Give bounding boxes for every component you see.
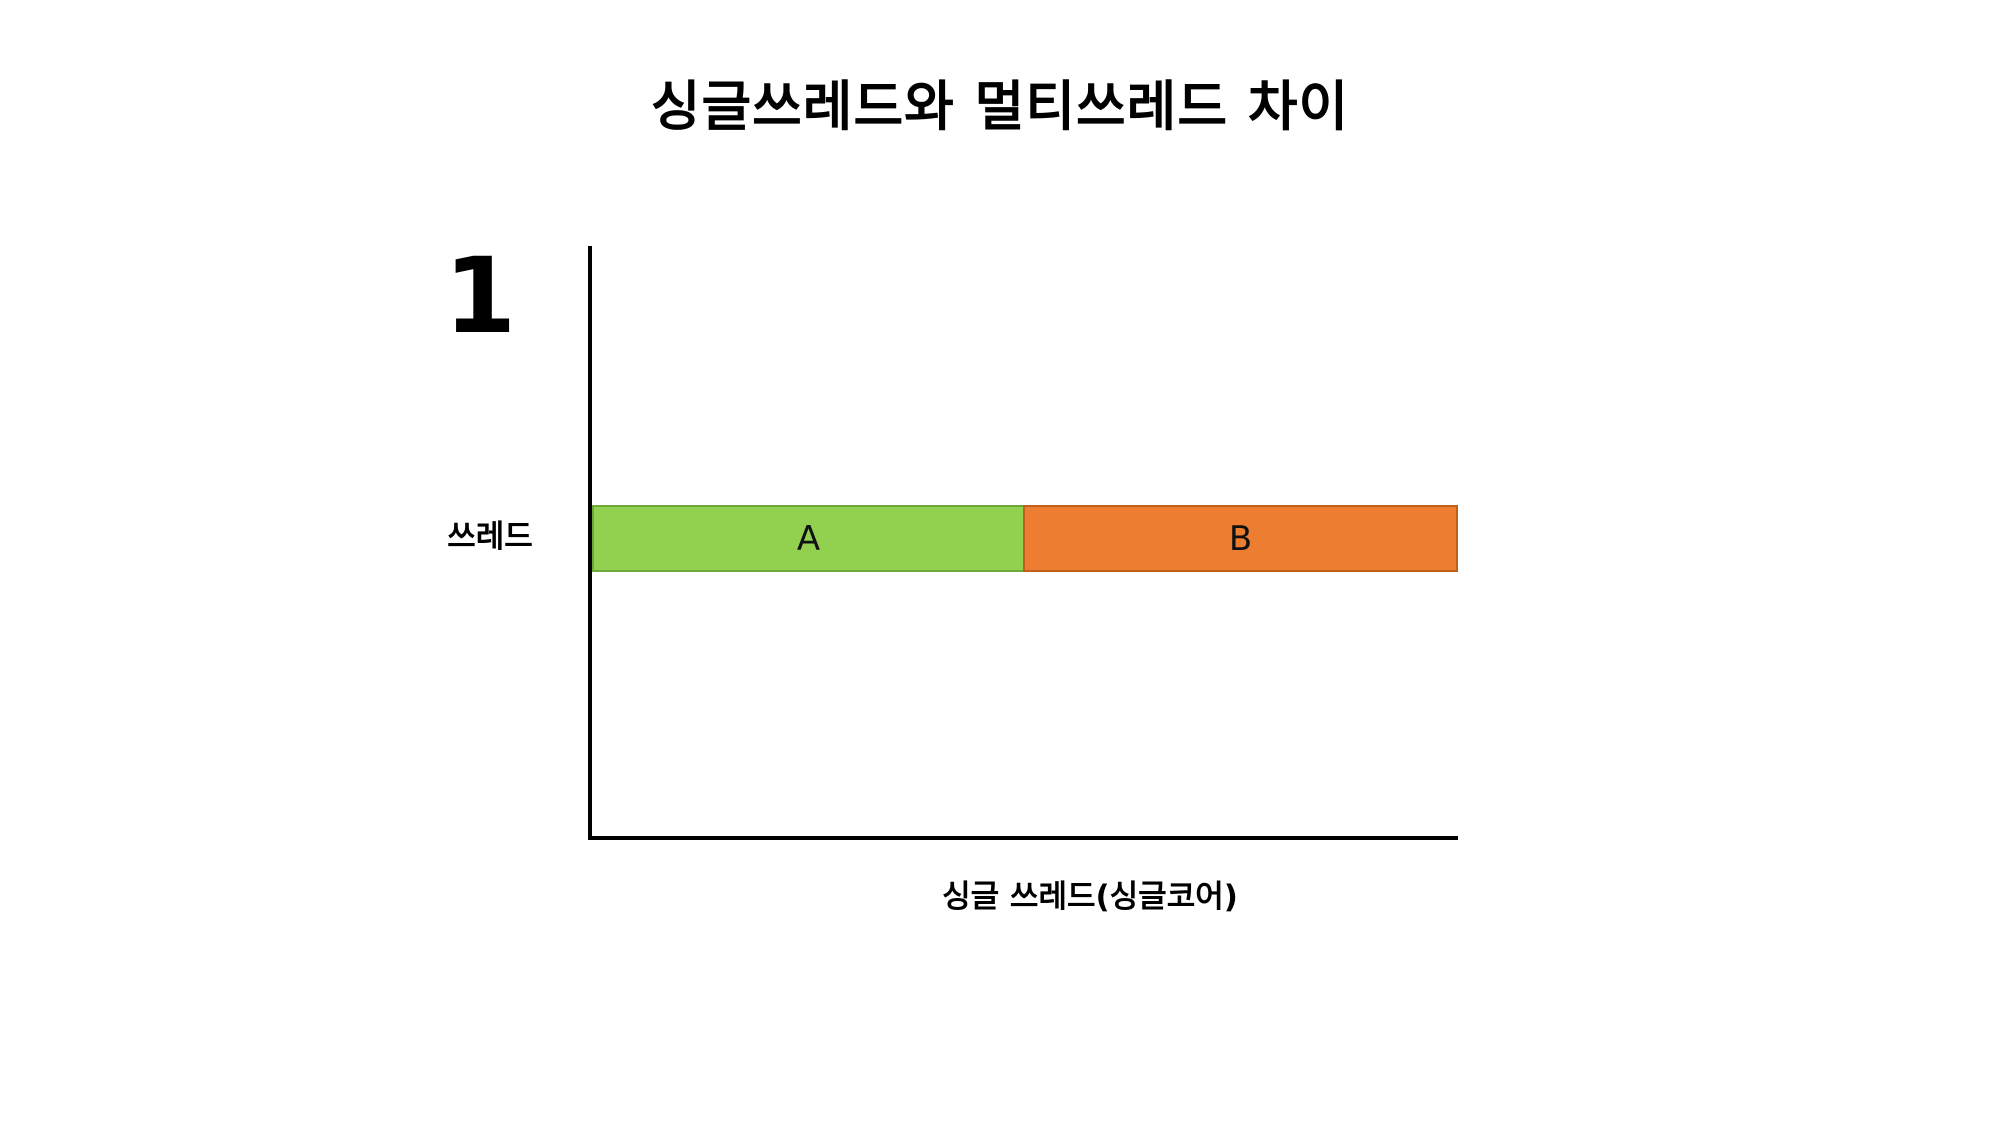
task-block-a: A [592, 505, 1025, 572]
thread-count-label: 1 [443, 235, 517, 357]
slide-title: 싱글쓰레드와 멀티쓰레드 차이 [650, 75, 1350, 138]
horizontal-axis-line [588, 836, 1458, 840]
axis-caption: 싱글 쓰레드(싱글코어) [942, 879, 1238, 915]
task-block-b: B [1023, 505, 1458, 572]
thread-axis-label: 쓰레드 [447, 519, 533, 555]
vertical-axis-line [588, 246, 592, 840]
